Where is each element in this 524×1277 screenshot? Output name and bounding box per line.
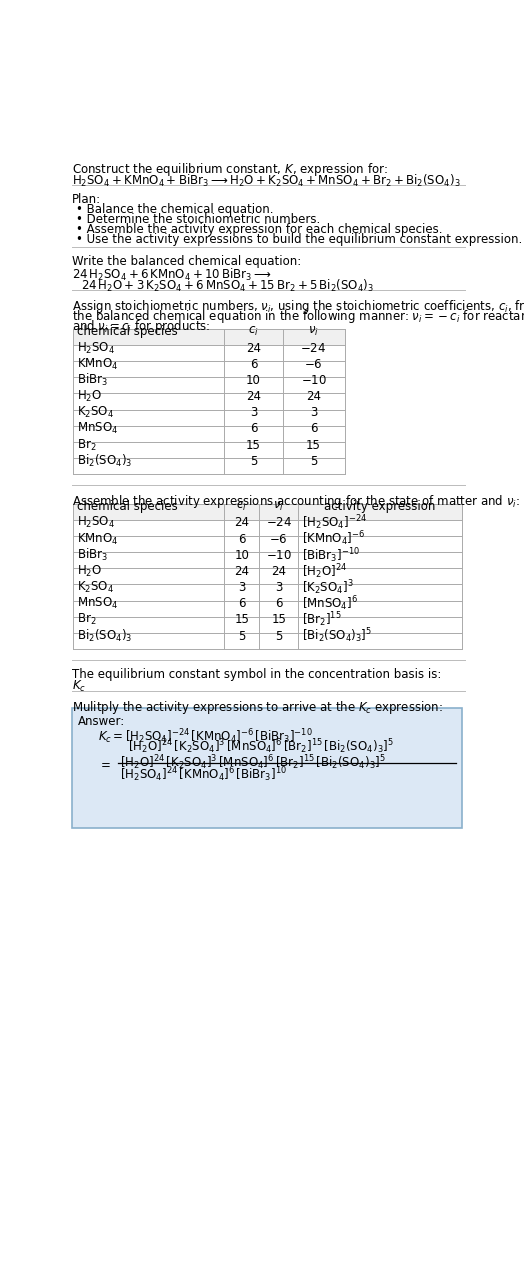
Text: $K_c$: $K_c$ bbox=[72, 679, 86, 695]
Text: $[\mathrm{K_2SO_4}]^3$: $[\mathrm{K_2SO_4}]^3$ bbox=[302, 578, 354, 596]
Text: 24: 24 bbox=[246, 341, 261, 355]
Text: $-10$: $-10$ bbox=[301, 374, 326, 387]
Text: $\mathrm{KMnO_4}$: $\mathrm{KMnO_4}$ bbox=[77, 531, 118, 547]
Text: 15: 15 bbox=[234, 613, 249, 626]
Text: $=$: $=$ bbox=[98, 756, 111, 770]
Text: $[\mathrm{H_2O}]^{24}\,[\mathrm{K_2SO_4}]^{3}\,[\mathrm{MnSO_4}]^{6}\,[\mathrm{B: $[\mathrm{H_2O}]^{24}\,[\mathrm{K_2SO_4}… bbox=[127, 738, 394, 756]
Text: • Use the activity expressions to build the equilibrium constant expression.: • Use the activity expressions to build … bbox=[77, 232, 522, 245]
Text: 6: 6 bbox=[250, 358, 257, 370]
Text: 24: 24 bbox=[234, 564, 249, 578]
Text: $c_i$: $c_i$ bbox=[248, 326, 259, 338]
Text: 15: 15 bbox=[271, 613, 286, 626]
Text: $c_i$: $c_i$ bbox=[236, 501, 247, 513]
Text: $\mathrm{H_2SO_4}$: $\mathrm{H_2SO_4}$ bbox=[77, 516, 115, 530]
Text: $\mathrm{H_2SO_4 + KMnO_4 + BiBr_3 \longrightarrow H_2O + K_2SO_4 + MnSO_4 + Br_: $\mathrm{H_2SO_4 + KMnO_4 + BiBr_3 \long… bbox=[72, 172, 460, 189]
Text: 3: 3 bbox=[275, 581, 282, 594]
Text: Mulitply the activity expressions to arrive at the $K_c$ expression:: Mulitply the activity expressions to arr… bbox=[72, 700, 442, 716]
Text: 5: 5 bbox=[250, 455, 257, 467]
Text: 15: 15 bbox=[246, 438, 261, 452]
Text: $\mathrm{MnSO_4}$: $\mathrm{MnSO_4}$ bbox=[77, 421, 118, 437]
Text: Assemble the activity expressions accounting for the state of matter and $\nu_i$: Assemble the activity expressions accoun… bbox=[72, 493, 520, 510]
Text: Construct the equilibrium constant, $K$, expression for:: Construct the equilibrium constant, $K$,… bbox=[72, 161, 388, 178]
Text: 6: 6 bbox=[250, 423, 257, 435]
Text: 5: 5 bbox=[310, 455, 317, 467]
Text: $24\,\mathrm{H_2O} + 3\,\mathrm{K_2SO_4} + 6\,\mathrm{MnSO_4} + 15\,\mathrm{Br_2: $24\,\mathrm{H_2O} + 3\,\mathrm{K_2SO_4}… bbox=[81, 278, 374, 294]
Text: • Balance the chemical equation.: • Balance the chemical equation. bbox=[77, 203, 274, 216]
Text: $\mathrm{MnSO_4}$: $\mathrm{MnSO_4}$ bbox=[77, 596, 118, 612]
Text: 10: 10 bbox=[234, 549, 249, 562]
Text: $[\mathrm{MnSO_4}]^6$: $[\mathrm{MnSO_4}]^6$ bbox=[302, 594, 358, 613]
Text: 24: 24 bbox=[234, 516, 249, 530]
Text: chemical species: chemical species bbox=[77, 501, 178, 513]
Text: $[\mathrm{KMnO_4}]^{-6}$: $[\mathrm{KMnO_4}]^{-6}$ bbox=[302, 530, 365, 548]
Text: 3: 3 bbox=[250, 406, 257, 419]
Text: 6: 6 bbox=[275, 598, 282, 610]
Text: $\mathrm{K_2SO_4}$: $\mathrm{K_2SO_4}$ bbox=[77, 405, 114, 420]
Text: 5: 5 bbox=[238, 630, 246, 642]
Text: $[\mathrm{H_2O}]^{24}\,[\mathrm{K_2SO_4}]^{3}\,[\mathrm{MnSO_4}]^{6}\,[\mathrm{B: $[\mathrm{H_2O}]^{24}\,[\mathrm{K_2SO_4}… bbox=[120, 753, 386, 771]
Text: $[\mathrm{BiBr_3}]^{-10}$: $[\mathrm{BiBr_3}]^{-10}$ bbox=[302, 545, 360, 564]
Text: $\mathrm{BiBr_3}$: $\mathrm{BiBr_3}$ bbox=[77, 547, 108, 563]
Text: 6: 6 bbox=[310, 423, 317, 435]
Text: and $\nu_i = c_i$ for products:: and $\nu_i = c_i$ for products: bbox=[72, 318, 210, 335]
Text: $\mathrm{Br_2}$: $\mathrm{Br_2}$ bbox=[77, 438, 96, 452]
Text: 24: 24 bbox=[271, 564, 286, 578]
Text: 24: 24 bbox=[306, 389, 321, 404]
Text: $\mathrm{H_2SO_4}$: $\mathrm{H_2SO_4}$ bbox=[77, 341, 115, 355]
Text: $[\mathrm{Br_2}]^{15}$: $[\mathrm{Br_2}]^{15}$ bbox=[302, 610, 342, 630]
FancyBboxPatch shape bbox=[72, 709, 462, 827]
Text: chemical species: chemical species bbox=[77, 326, 178, 338]
Text: 3: 3 bbox=[310, 406, 317, 419]
Text: The equilibrium constant symbol in the concentration basis is:: The equilibrium constant symbol in the c… bbox=[72, 668, 441, 681]
Text: activity expression: activity expression bbox=[324, 501, 436, 513]
Text: Plan:: Plan: bbox=[72, 193, 101, 206]
Text: $\mathrm{Bi_2(SO_4)_3}$: $\mathrm{Bi_2(SO_4)_3}$ bbox=[77, 628, 133, 644]
Text: $-6$: $-6$ bbox=[304, 358, 323, 370]
Text: $\mathrm{KMnO_4}$: $\mathrm{KMnO_4}$ bbox=[77, 356, 118, 372]
Text: $\nu_i$: $\nu_i$ bbox=[273, 501, 284, 513]
Text: $-24$: $-24$ bbox=[300, 341, 326, 355]
Text: 6: 6 bbox=[238, 533, 246, 545]
Text: 24: 24 bbox=[246, 389, 261, 404]
Text: $-6$: $-6$ bbox=[269, 533, 288, 545]
Text: 15: 15 bbox=[306, 438, 321, 452]
Text: $[\mathrm{H_2O}]^{24}$: $[\mathrm{H_2O}]^{24}$ bbox=[302, 562, 347, 581]
Text: $\mathrm{H_2O}$: $\mathrm{H_2O}$ bbox=[77, 389, 102, 404]
Text: the balanced chemical equation in the following manner: $\nu_i = -c_i$ for react: the balanced chemical equation in the fo… bbox=[72, 308, 524, 326]
Text: • Assemble the activity expression for each chemical species.: • Assemble the activity expression for e… bbox=[77, 222, 443, 235]
Text: $\nu_i$: $\nu_i$ bbox=[308, 326, 319, 338]
Text: $\mathrm{Bi_2(SO_4)_3}$: $\mathrm{Bi_2(SO_4)_3}$ bbox=[77, 453, 133, 469]
Text: $[\mathrm{H_2SO_4}]^{-24}$: $[\mathrm{H_2SO_4}]^{-24}$ bbox=[302, 513, 367, 533]
Bar bbox=[73, 503, 462, 520]
Text: $24\,\mathrm{H_2SO_4} + 6\,\mathrm{KMnO_4} + 10\,\mathrm{BiBr_3} \longrightarrow: $24\,\mathrm{H_2SO_4} + 6\,\mathrm{KMnO_… bbox=[72, 267, 271, 282]
Text: • Determine the stoichiometric numbers.: • Determine the stoichiometric numbers. bbox=[77, 212, 321, 226]
Text: $K_c = [\mathrm{H_2SO_4}]^{-24}\,[\mathrm{KMnO_4}]^{-6}\,[\mathrm{BiBr_3}]^{-10}: $K_c = [\mathrm{H_2SO_4}]^{-24}\,[\mathr… bbox=[98, 727, 313, 746]
Text: Write the balanced chemical equation:: Write the balanced chemical equation: bbox=[72, 255, 301, 268]
Text: 10: 10 bbox=[246, 374, 261, 387]
Text: Assign stoichiometric numbers, $\nu_i$, using the stoichiometric coefficients, $: Assign stoichiometric numbers, $\nu_i$, … bbox=[72, 298, 524, 315]
Text: $[\mathrm{Bi_2(SO_4)_3}]^5$: $[\mathrm{Bi_2(SO_4)_3}]^5$ bbox=[302, 627, 372, 645]
Text: $-24$: $-24$ bbox=[266, 516, 292, 530]
Text: $\mathrm{BiBr_3}$: $\mathrm{BiBr_3}$ bbox=[77, 373, 108, 388]
Text: 5: 5 bbox=[275, 630, 282, 642]
Text: $\mathrm{H_2O}$: $\mathrm{H_2O}$ bbox=[77, 564, 102, 578]
Text: $\mathrm{K_2SO_4}$: $\mathrm{K_2SO_4}$ bbox=[77, 580, 114, 595]
Text: 6: 6 bbox=[238, 598, 246, 610]
Text: Answer:: Answer: bbox=[78, 715, 125, 728]
Bar bbox=[73, 328, 344, 345]
Text: $-10$: $-10$ bbox=[266, 549, 291, 562]
Text: 3: 3 bbox=[238, 581, 246, 594]
Text: $\mathrm{Br_2}$: $\mathrm{Br_2}$ bbox=[77, 612, 96, 627]
Text: $[\mathrm{H_2SO_4}]^{24}\,[\mathrm{KMnO_4}]^{6}\,[\mathrm{BiBr_3}]^{10}$: $[\mathrm{H_2SO_4}]^{24}\,[\mathrm{KMnO_… bbox=[120, 765, 287, 784]
